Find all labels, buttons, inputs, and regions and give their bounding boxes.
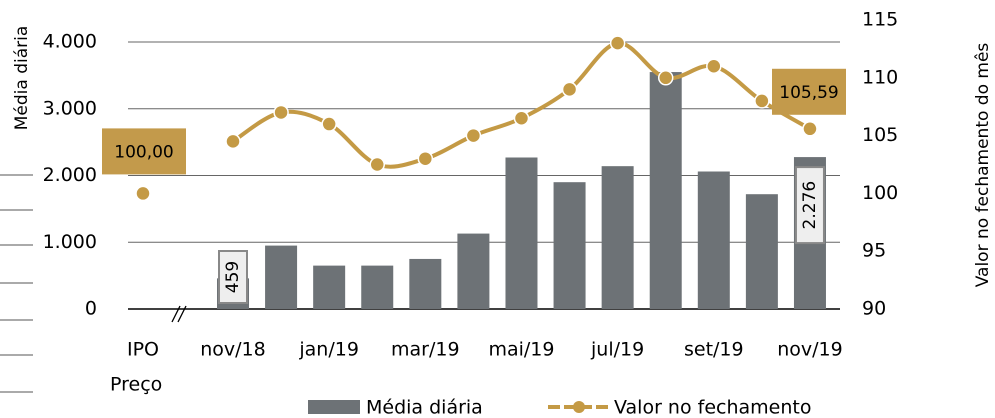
bar bbox=[409, 258, 442, 309]
legend-swatch bbox=[308, 400, 360, 414]
y2-tick-label: 90 bbox=[862, 298, 886, 320]
y2-tick-label: 105 bbox=[862, 124, 898, 146]
y-tick-label: 2.000 bbox=[43, 164, 97, 186]
line-point bbox=[657, 70, 674, 86]
x-tick-label: jul/19 bbox=[590, 339, 644, 361]
bar bbox=[553, 182, 586, 309]
legend-label: Valor no fechamento bbox=[614, 397, 811, 418]
x-tick-label: mai/19 bbox=[488, 339, 554, 361]
bar bbox=[361, 265, 394, 309]
bar bbox=[697, 171, 730, 309]
data-label-box bbox=[102, 128, 186, 175]
legend-label: Média diária bbox=[366, 397, 483, 418]
y2-axis-label: Valor no fechamento do mês bbox=[973, 43, 993, 288]
line-point bbox=[754, 93, 770, 109]
line-point bbox=[465, 127, 482, 144]
bar bbox=[313, 265, 346, 309]
data-label-box bbox=[772, 68, 846, 115]
x-tick-label: nov/18 bbox=[200, 339, 266, 361]
bar bbox=[457, 233, 490, 309]
x-note: Preço bbox=[110, 374, 162, 396]
data-label: 2.276 bbox=[800, 181, 820, 230]
legend-swatch-dot bbox=[573, 401, 585, 413]
line-point bbox=[225, 133, 241, 150]
data-label: 105,59 bbox=[779, 83, 838, 103]
bar bbox=[745, 194, 778, 309]
x-tick-label: nov/19 bbox=[777, 339, 843, 361]
y2-tick-label: 110 bbox=[862, 66, 898, 88]
side-dashes bbox=[0, 174, 33, 393]
y2-tick-label: 115 bbox=[862, 9, 898, 31]
y2-tick-label: 100 bbox=[862, 182, 898, 204]
line bbox=[231, 41, 811, 169]
line-point bbox=[135, 185, 151, 202]
y-axis-label: Média diária bbox=[12, 26, 32, 131]
y-tick-label: 4.000 bbox=[43, 31, 97, 53]
line-point bbox=[417, 150, 434, 167]
line-point bbox=[321, 116, 337, 132]
bar bbox=[649, 72, 682, 309]
line-point bbox=[561, 81, 578, 98]
line-point bbox=[706, 58, 722, 74]
line-point bbox=[802, 121, 818, 137]
bar bbox=[601, 166, 634, 309]
y-tick-label: 0 bbox=[85, 298, 97, 320]
y-tick-label: 3.000 bbox=[43, 97, 97, 119]
x-tick-label: IPO bbox=[127, 339, 159, 361]
x-tick-label: set/19 bbox=[684, 339, 744, 361]
x-tick-label: jan/19 bbox=[298, 339, 359, 361]
line-point bbox=[369, 156, 385, 173]
x-tick-label: mar/19 bbox=[391, 339, 460, 361]
y-tick-label: 1.000 bbox=[43, 231, 97, 253]
line-point bbox=[513, 110, 530, 127]
bar bbox=[505, 157, 538, 309]
data-label-box bbox=[794, 166, 825, 245]
line-point bbox=[609, 35, 626, 51]
data-label-box bbox=[218, 250, 248, 304]
bar bbox=[265, 245, 298, 309]
y2-tick-label: 95 bbox=[862, 240, 886, 262]
line-point bbox=[273, 104, 289, 121]
data-label: 459 bbox=[223, 261, 243, 293]
data-label: 100,00 bbox=[114, 142, 173, 162]
